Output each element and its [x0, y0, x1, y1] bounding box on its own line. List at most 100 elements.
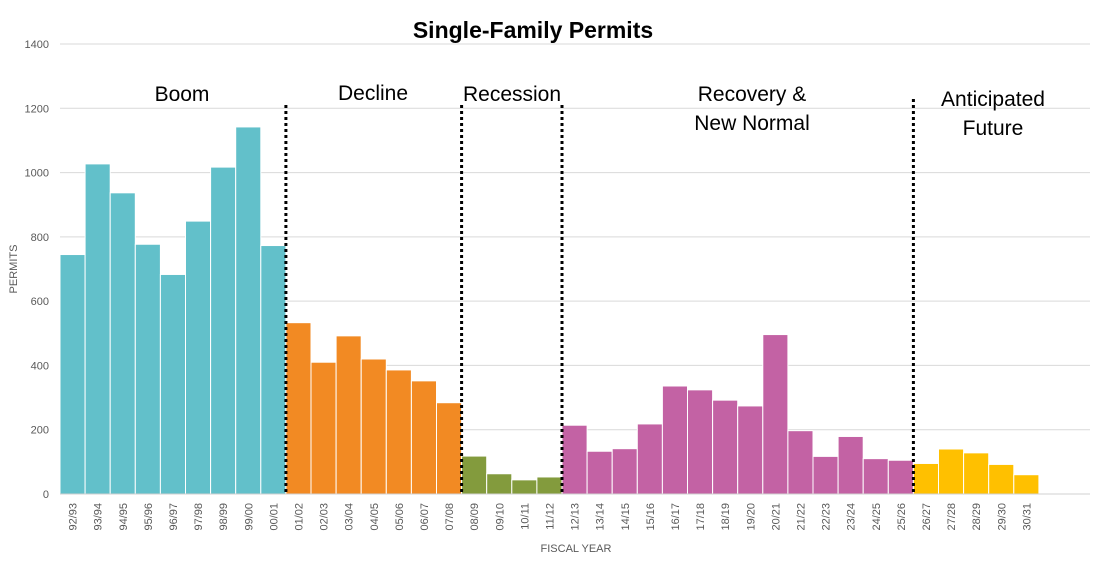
x-tick-label: 07/08: [444, 503, 456, 531]
bar-93-94: [84, 163, 111, 495]
bar-27-28: [938, 448, 965, 495]
bar-13-14: [586, 450, 613, 495]
x-tick-label: 23/24: [846, 503, 858, 531]
bar-22-23: [812, 455, 839, 495]
y-tick-label: 600: [31, 296, 49, 308]
bar-19-20: [737, 405, 764, 495]
x-axis-ticks: 92/93 93/94 94/95 95/96 96/97 97/98 98/99 99/00…: [68, 503, 1034, 531]
bar-24-25: [862, 458, 889, 495]
x-tick-label: 08/09: [469, 503, 481, 531]
y-tick-label: 1400: [25, 39, 49, 51]
x-tick-label: 20/21: [770, 503, 782, 531]
x-tick-label: 17/18: [695, 503, 707, 531]
x-tick-label: 12/13: [570, 503, 582, 531]
y-tick-label: 800: [31, 232, 49, 244]
bar-29-30: [988, 463, 1015, 495]
x-tick-label: 30/31: [1021, 503, 1033, 531]
x-tick-label: 94/95: [118, 503, 130, 531]
bar-30-31: [1013, 474, 1040, 495]
period-label: Boom: [155, 83, 210, 106]
x-tick-label: 05/06: [394, 503, 406, 531]
bars: [59, 126, 1040, 495]
x-axis-title: FISCAL YEAR: [541, 543, 612, 555]
bar-07-08: [436, 402, 463, 495]
bar-21-22: [787, 430, 814, 495]
x-tick-label: 00/01: [268, 503, 280, 531]
x-tick-label: 19/20: [745, 503, 757, 531]
bar-16-17: [661, 385, 689, 495]
bar-11-12: [536, 476, 563, 495]
bar-01-02: [285, 322, 312, 495]
x-tick-label: 22/23: [821, 503, 833, 531]
bar-96-97: [159, 273, 186, 495]
y-tick-label: 1200: [25, 103, 49, 115]
bar-09-10: [486, 473, 513, 495]
x-tick-label: 98/99: [218, 503, 230, 531]
bar-06-07: [410, 380, 437, 495]
x-tick-label: 16/17: [670, 503, 682, 531]
x-tick-label: 97/98: [193, 503, 205, 531]
x-tick-label: 26/27: [921, 503, 933, 531]
bar-00-01: [260, 245, 287, 495]
bar-12-13: [561, 424, 588, 495]
x-tick-label: 92/93: [68, 503, 80, 531]
bar-92-93: [59, 254, 86, 495]
x-tick-label: 25/26: [896, 503, 908, 531]
x-tick-label: 29/30: [996, 503, 1008, 531]
x-tick-label: 27/28: [946, 503, 958, 531]
bar-04-05: [360, 358, 387, 495]
period-label: Anticipated Future: [941, 88, 1045, 140]
chart-title: Single-Family Permits: [413, 17, 653, 43]
x-tick-label: 03/04: [344, 503, 356, 531]
x-tick-label: 11/12: [544, 503, 556, 530]
bar-28-29: [963, 452, 990, 495]
bar-17-18: [687, 389, 714, 495]
x-tick-label: 10/11: [519, 503, 531, 530]
bar-23-24: [837, 435, 864, 495]
bar-95-96: [134, 243, 161, 495]
bar-08-09: [461, 455, 488, 495]
period-dividers: [284, 99, 915, 494]
bar-05-06: [385, 369, 412, 495]
x-tick-label: 09/10: [494, 503, 506, 531]
x-tick-label: 24/25: [871, 503, 883, 531]
bar-25-26: [887, 459, 914, 495]
x-tick-label: 96/97: [168, 503, 180, 531]
bar-10-11: [511, 479, 538, 495]
bar-02-03: [310, 361, 337, 495]
x-tick-label: 21/22: [795, 503, 807, 531]
y-tick-label: 400: [31, 360, 49, 372]
y-axis-ticks: 0 200 400 600 800 1000 1200 1400: [25, 39, 49, 501]
x-tick-label: 93/94: [93, 503, 105, 531]
period-label: Decline: [338, 82, 408, 105]
bar-18-19: [712, 399, 739, 495]
period-label: Recovery & New Normal: [694, 83, 810, 135]
x-tick-label: 18/19: [720, 503, 732, 531]
x-tick-label: 14/15: [620, 503, 632, 531]
x-tick-label: 13/14: [595, 503, 607, 531]
y-tick-label: 0: [43, 489, 49, 501]
y-tick-label: 1000: [25, 168, 49, 180]
x-tick-label: 28/29: [971, 503, 983, 531]
bar-94-95: [109, 192, 136, 495]
x-tick-label: 02/03: [319, 503, 331, 531]
bar-99-00: [235, 126, 262, 495]
x-tick-label: 06/07: [419, 503, 431, 531]
bar-98-99: [210, 166, 237, 495]
bar-14-15: [611, 448, 638, 495]
x-tick-label: 04/05: [369, 503, 381, 531]
period-label: Recession: [463, 83, 561, 106]
y-axis-title: PERMITS: [8, 245, 20, 294]
bar-20-21: [762, 334, 789, 495]
x-tick-label: 99/00: [243, 503, 255, 531]
period-labels: Boom Decline Recession Recovery & New Normal…: [155, 82, 1045, 140]
x-tick-label: 95/96: [143, 503, 155, 531]
bar-97-98: [185, 220, 212, 495]
y-tick-label: 200: [31, 425, 49, 437]
x-tick-label: 01/02: [293, 503, 305, 531]
bar-26-27: [912, 462, 940, 495]
bar-03-04: [335, 335, 362, 495]
x-tick-label: 15/16: [645, 503, 657, 531]
bar-15-16: [636, 423, 663, 495]
